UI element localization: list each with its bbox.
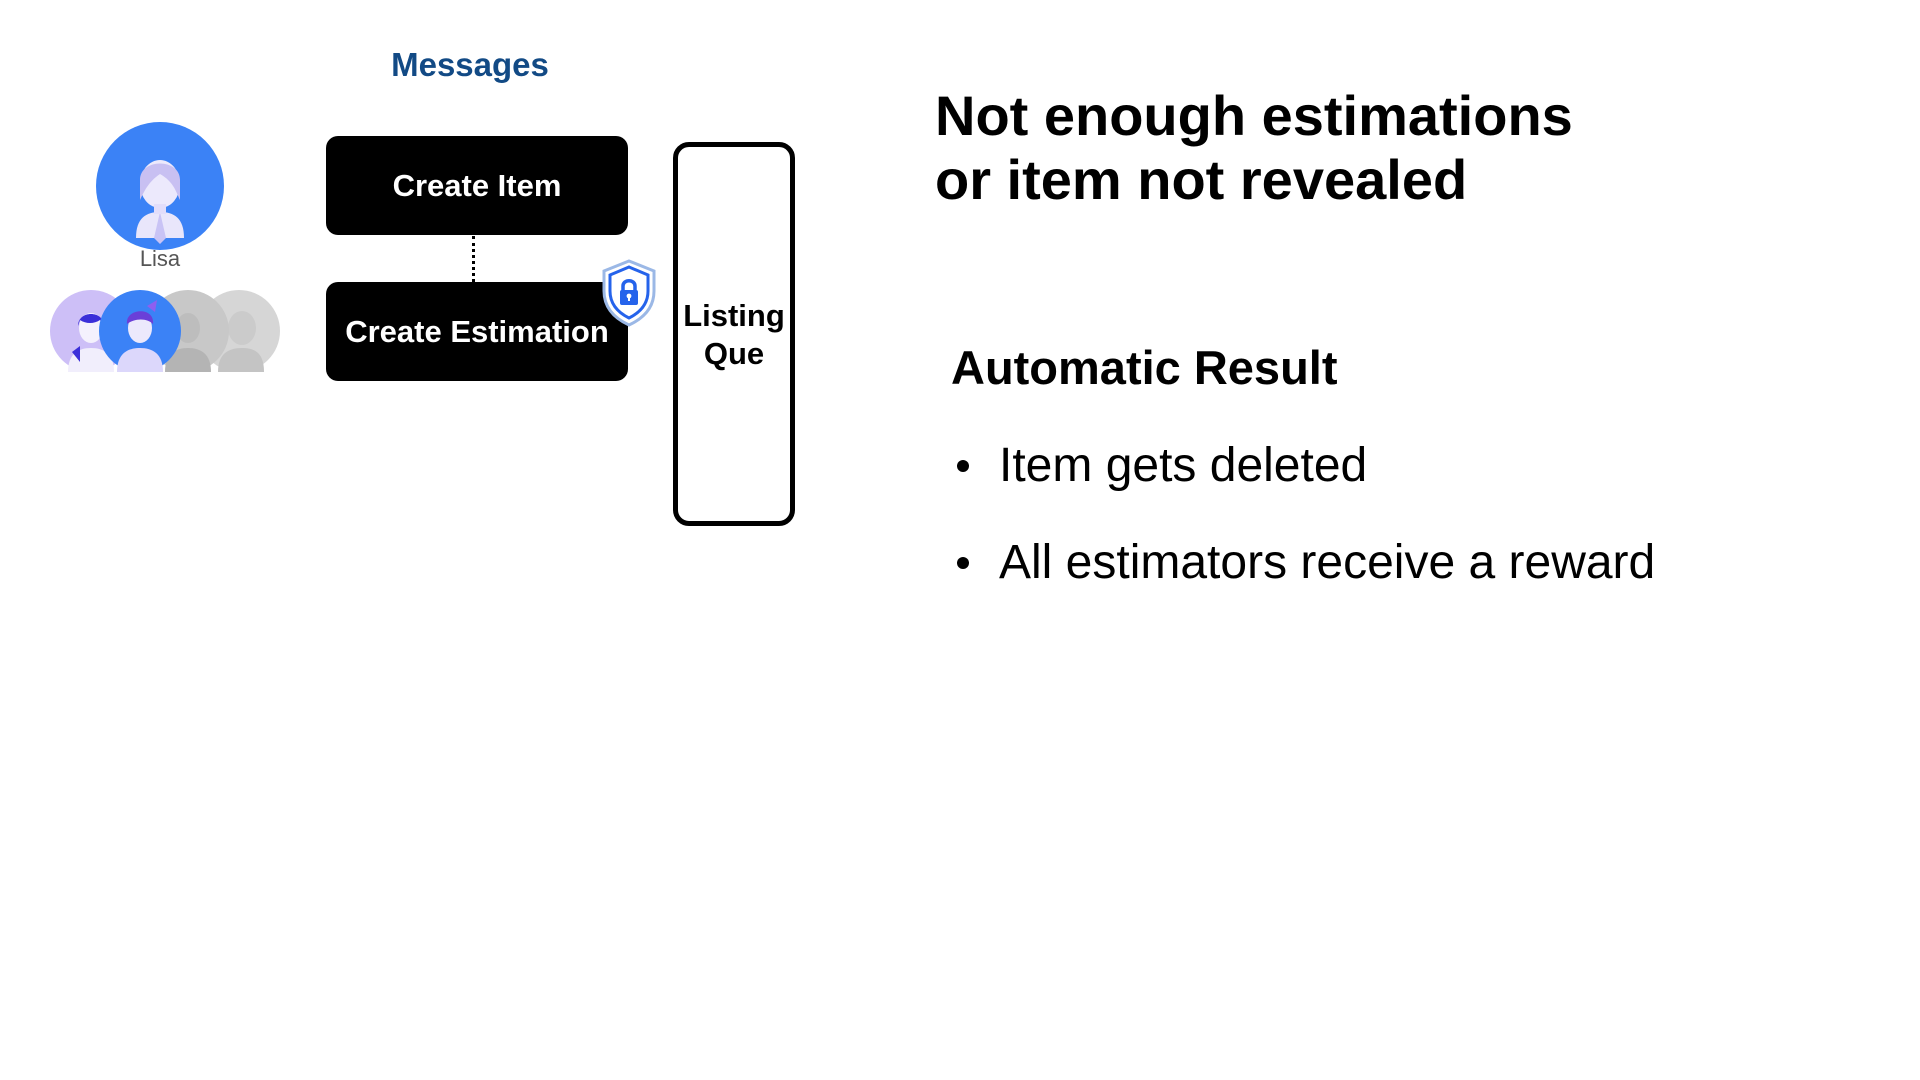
user-avatar-icon xyxy=(96,122,224,250)
bullet-dot xyxy=(957,460,969,472)
create-estimation-box: Create Estimation xyxy=(326,282,628,381)
messages-title: Messages xyxy=(391,46,549,83)
list-item: Item gets deleted xyxy=(951,436,1655,533)
list-item: All estimators receive a reward xyxy=(951,533,1655,630)
result-heading: Not enough estimations or item not revea… xyxy=(935,84,1835,212)
bullet-text: Item gets deleted xyxy=(999,439,1368,492)
heading-line2: or item not revealed xyxy=(935,148,1468,211)
listing-queue-line2: Que xyxy=(703,336,765,371)
result-bullet-list: Item gets deleted All estimators receive… xyxy=(951,436,1655,630)
create-item-box: Create Item xyxy=(326,136,628,235)
heading-line1: Not enough estimations xyxy=(935,84,1573,147)
listing-queue-line1: Listing xyxy=(683,298,785,333)
bullet-text: All estimators receive a reward xyxy=(999,536,1656,589)
bullet-dot xyxy=(957,557,969,569)
automatic-result-title: Automatic Result xyxy=(951,341,1338,394)
shield-lock-icon xyxy=(602,259,656,327)
estimator-avatar-icon xyxy=(99,290,181,372)
listing-queue: Listing Que xyxy=(673,142,795,526)
listing-queue-label: Listing Que xyxy=(678,297,790,373)
avatar-name: Lisa xyxy=(139,246,181,271)
dotted-connector xyxy=(472,236,475,282)
